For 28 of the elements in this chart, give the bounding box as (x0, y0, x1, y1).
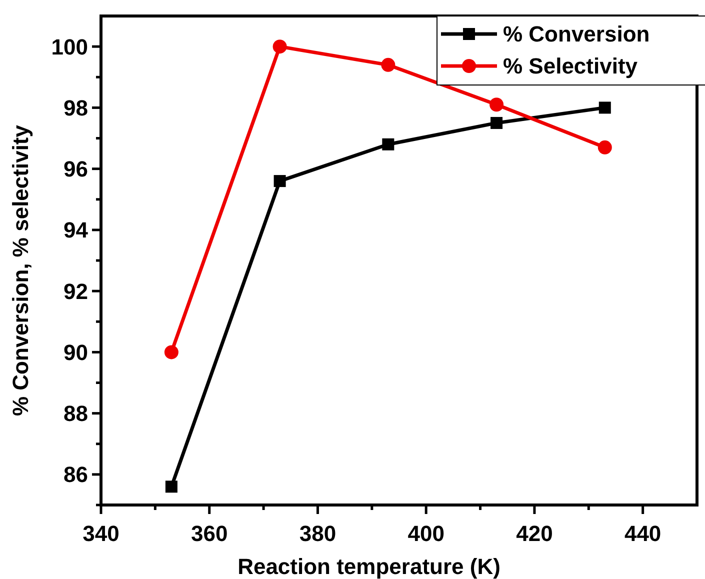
y-tick-label: 100 (51, 34, 88, 60)
x-tick-label: 420 (516, 521, 553, 546)
point (598, 102, 611, 114)
y-tick-label: 90 (64, 340, 88, 365)
y-tick-label: 88 (64, 401, 88, 426)
x-tick-label: 380 (299, 521, 336, 546)
x-tick-label: 360 (191, 521, 228, 546)
x-tick-label: 340 (82, 521, 120, 546)
point (165, 480, 178, 493)
point (274, 175, 286, 188)
point (164, 345, 178, 360)
y-tick-label: 86 (64, 462, 88, 488)
point (598, 140, 612, 154)
x-tick-label: 400 (408, 521, 444, 546)
x-axis-title: Reaction temperature (K) (238, 554, 500, 579)
y-tick-label: 96 (64, 156, 88, 182)
legend-label: % Conversion (503, 22, 650, 47)
legend-label: % Selectivity (503, 54, 638, 79)
point (490, 116, 503, 129)
point (381, 58, 396, 72)
x-tick-label: 440 (624, 521, 662, 546)
point (490, 98, 504, 112)
y-tick-label: 92 (64, 278, 88, 304)
point (382, 138, 394, 150)
y-axis-title: % Conversion, % selectivity (8, 124, 33, 416)
y-tick-label: 94 (64, 218, 89, 243)
point (272, 40, 287, 54)
y-tick-label: 98 (64, 95, 88, 120)
